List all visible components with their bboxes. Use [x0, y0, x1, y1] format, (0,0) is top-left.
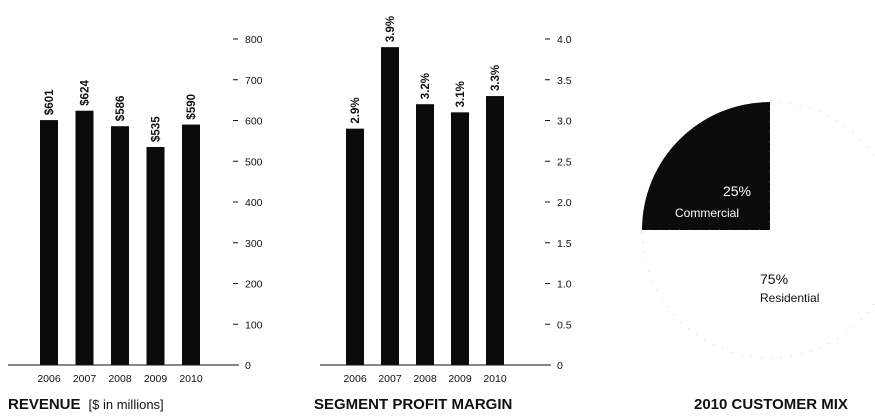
revenue-subtitle: [$ in millions] [88, 397, 164, 412]
pie-name-label-residential: Residential [760, 291, 819, 305]
x-tick-label: 2007 [73, 373, 97, 385]
bar-value-label: $590 [186, 94, 198, 120]
bar-value-label: $624 [80, 80, 92, 106]
pie-value-label-commercial: 25% [723, 183, 751, 199]
y-tick-label: 0.5 [557, 319, 572, 331]
y-tick-label: 100 [245, 319, 263, 331]
pie-slice-commercial [642, 102, 770, 230]
revenue-title: REVENUE [8, 396, 81, 413]
x-tick-label: 2007 [378, 373, 402, 385]
y-tick-label: 500 [245, 156, 263, 168]
y-tick-label: 2.0 [557, 197, 572, 209]
y-tick-label: 200 [245, 279, 263, 291]
bar-2008 [111, 126, 129, 365]
y-tick-label: 3.0 [557, 116, 572, 128]
y-tick-label: 800 [245, 34, 263, 46]
bar-value-label: 3.3% [490, 65, 502, 91]
y-tick-label: 2.5 [557, 156, 572, 168]
y-tick-label: 0 [557, 360, 563, 372]
x-tick-label: 2009 [448, 373, 472, 385]
y-tick-label: 0 [245, 360, 251, 372]
x-tick-label: 2008 [108, 373, 132, 385]
revenue-title-block: REVENUE [$ in millions] [8, 396, 164, 413]
y-tick-label: 4.0 [557, 34, 572, 46]
y-tick-label: 700 [245, 75, 263, 87]
bar-2010 [486, 96, 504, 366]
segment-profit-margin-chart: 0 0.5 1.0 1.5 2.0 2.5 3.0 3.5 4.0 2.9% 2006 3.9% 200… [320, 16, 572, 385]
x-tick-label: 2009 [144, 373, 168, 385]
bar-2010 [182, 124, 200, 365]
bar-value-label: 2.9% [350, 97, 362, 123]
x-tick-label: 2008 [413, 373, 437, 385]
y-tick-label: 600 [245, 116, 263, 128]
x-tick-label: 2006 [343, 373, 367, 385]
bar-2006 [40, 120, 58, 365]
y-tick-label: 400 [245, 197, 263, 209]
bar-value-label: 3.9% [385, 16, 397, 42]
y-tick-label: 1.5 [557, 238, 572, 250]
pie-value-label-residential: 75% [760, 271, 788, 287]
pie-slice-residential [641, 101, 875, 359]
bar-2007 [75, 110, 94, 365]
y-tick-label: 300 [245, 238, 263, 250]
pie-name-label-commercial: Commercial [675, 206, 739, 220]
x-tick-label: 2010 [179, 373, 203, 385]
customer-mix-title: 2010 CUSTOMER MIX [694, 396, 848, 413]
x-tick-label: 2006 [37, 373, 61, 385]
revenue-chart: 0 100 200 300 400 500 600 700 800 $601 2006 $624 200… [8, 34, 263, 385]
bar-2008 [416, 104, 434, 365]
y-tick-label: 1.0 [557, 279, 572, 291]
segment-profit-margin-title: SEGMENT PROFIT MARGIN [314, 396, 513, 413]
bar-value-label: $601 [44, 89, 56, 115]
bar-2006 [346, 128, 364, 365]
bar-2009 [451, 112, 469, 365]
bar-value-label: $586 [115, 96, 127, 122]
customer-mix-pie-chart: 25% Commercial 75% Residential [641, 101, 875, 359]
bar-value-label: $535 [151, 116, 163, 142]
bar-2007 [381, 47, 399, 366]
bar-value-label: 3.2% [420, 73, 432, 99]
x-tick-label: 2010 [483, 373, 507, 385]
bar-2009 [146, 146, 165, 365]
y-tick-label: 3.5 [557, 75, 572, 87]
bar-value-label: 3.1% [455, 81, 467, 107]
